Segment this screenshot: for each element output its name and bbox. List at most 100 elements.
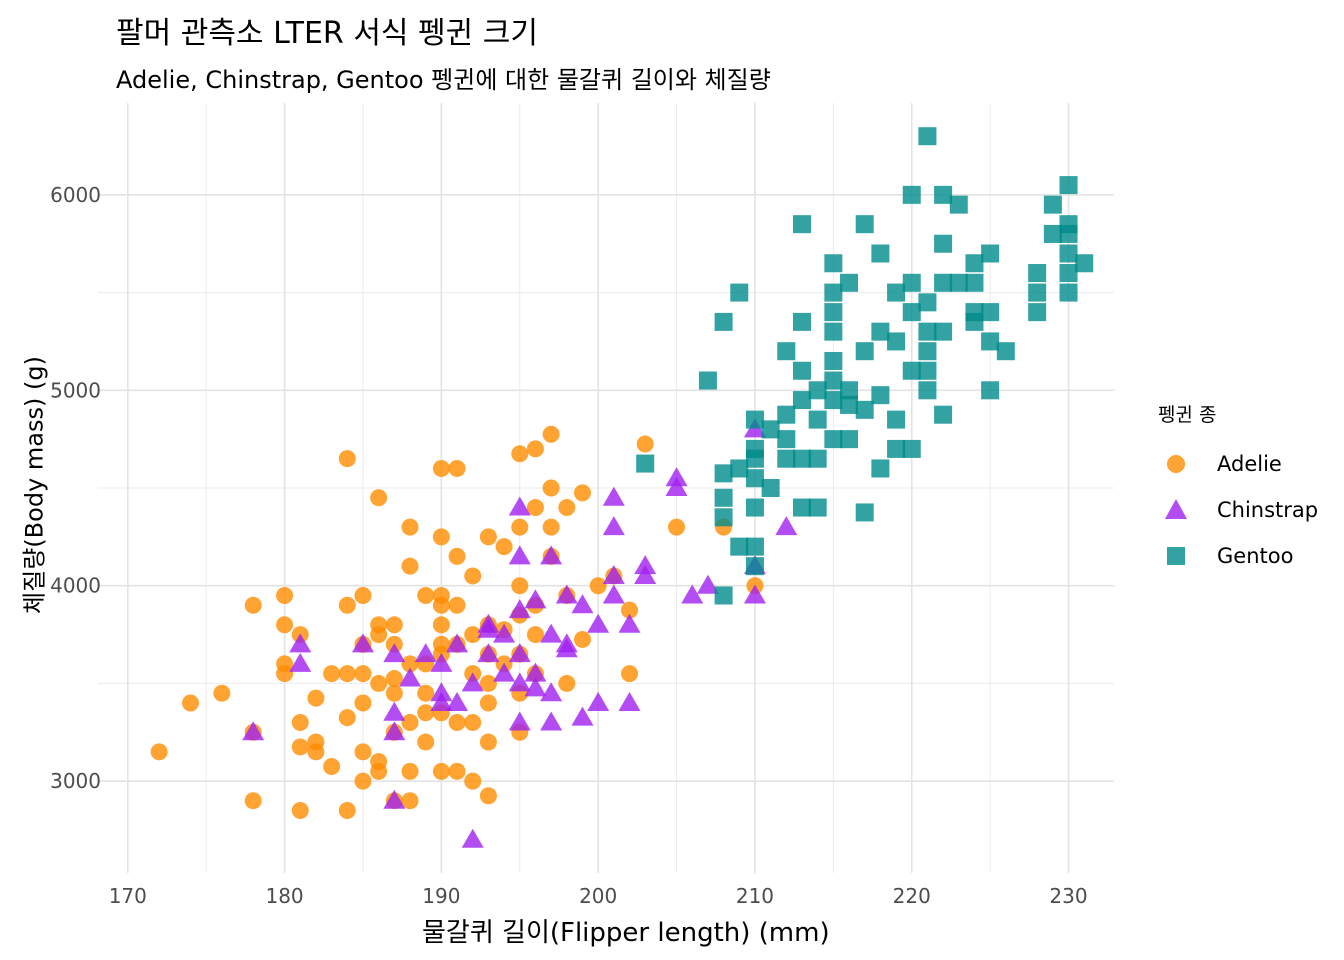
chart-subtitle: Adelie, Chinstrap, Gentoo 펭귄에 대한 물갈퀴 길이와… <box>116 66 771 94</box>
data-points <box>150 127 1094 848</box>
data-point-adelie <box>542 479 560 497</box>
y-tick-label: 6000 <box>50 183 101 207</box>
data-point-gentoo <box>714 586 733 605</box>
data-point-adelie <box>354 743 372 761</box>
data-point-chinstrap <box>602 584 625 604</box>
data-point-chinstrap <box>524 662 547 682</box>
x-tick-label: 200 <box>579 884 617 908</box>
data-point-gentoo <box>934 273 953 292</box>
data-point-gentoo <box>1043 224 1062 243</box>
data-point-gentoo <box>824 254 843 273</box>
data-point-gentoo <box>824 283 843 302</box>
data-point-chinstrap <box>493 623 516 643</box>
data-point-chinstrap <box>461 828 484 848</box>
data-point-chinstrap <box>665 477 688 496</box>
data-point-adelie <box>307 689 325 707</box>
data-point-chinstrap <box>508 545 531 565</box>
data-point-gentoo <box>808 449 827 468</box>
data-point-adelie <box>338 596 356 614</box>
y-axis-label: 체질량(Body mass) (g) <box>20 356 49 614</box>
data-point-chinstrap <box>524 589 547 609</box>
data-point-adelie <box>558 499 576 517</box>
data-point-adelie <box>448 459 466 477</box>
data-point-adelie <box>401 518 419 536</box>
data-point-gentoo <box>792 215 811 234</box>
x-axis-label: 물갈퀴 길이(Flipper length) (mm) <box>422 918 830 948</box>
data-point-gentoo <box>1059 224 1078 243</box>
data-point-gentoo <box>965 303 984 322</box>
data-point-adelie <box>464 567 482 585</box>
data-point-chinstrap <box>602 516 625 536</box>
data-point-gentoo <box>981 303 1000 322</box>
data-point-chinstrap <box>602 564 625 584</box>
data-point-adelie <box>417 704 435 722</box>
data-point-gentoo <box>1059 176 1078 195</box>
data-point-gentoo <box>808 410 827 429</box>
data-point-chinstrap <box>383 789 406 809</box>
data-point-gentoo <box>934 185 953 204</box>
data-point-gentoo <box>824 303 843 322</box>
data-point-adelie <box>291 801 309 819</box>
data-point-gentoo <box>981 381 1000 400</box>
data-point-gentoo <box>996 342 1015 361</box>
data-point-chinstrap <box>555 584 578 604</box>
data-point-chinstrap <box>540 682 563 702</box>
data-point-gentoo <box>777 342 796 361</box>
data-point-adelie <box>448 547 466 565</box>
data-point-adelie <box>354 665 372 683</box>
data-point-adelie <box>511 445 529 463</box>
legend-item-adelie: Adelie <box>1158 441 1318 487</box>
y-tick-label: 5000 <box>50 378 101 402</box>
data-point-gentoo <box>934 405 953 424</box>
data-point-gentoo <box>636 454 655 473</box>
data-point-gentoo <box>824 351 843 370</box>
data-point-chinstrap <box>242 721 265 741</box>
data-point-gentoo <box>808 381 827 400</box>
x-tick-label: 170 <box>109 884 147 908</box>
data-point-gentoo <box>745 557 764 576</box>
legend-label: Chinstrap <box>1217 498 1319 522</box>
data-point-adelie <box>417 733 435 751</box>
data-point-adelie <box>338 665 356 683</box>
data-point-adelie <box>573 630 591 648</box>
legend-item-chinstrap: Chinstrap <box>1158 487 1318 533</box>
data-point-gentoo <box>824 371 843 390</box>
data-point-adelie <box>291 714 309 732</box>
data-point-gentoo <box>918 361 937 380</box>
data-point-gentoo <box>855 215 874 234</box>
data-point-chinstrap <box>743 584 766 604</box>
data-point-chinstrap <box>446 633 469 653</box>
data-point-gentoo <box>887 332 906 351</box>
data-point-chinstrap <box>351 633 374 653</box>
data-point-chinstrap <box>587 691 610 711</box>
data-point-gentoo <box>855 503 874 522</box>
data-point-chinstrap <box>446 691 469 711</box>
data-point-chinstrap <box>618 691 641 711</box>
data-point-adelie <box>244 596 262 614</box>
data-point-gentoo <box>855 342 874 361</box>
data-point-gentoo <box>949 195 968 214</box>
data-point-adelie <box>432 596 450 614</box>
data-point-adelie <box>182 694 200 712</box>
data-point-gentoo <box>730 537 749 556</box>
data-point-gentoo <box>714 488 733 507</box>
data-point-gentoo <box>871 244 890 263</box>
series-gentoo <box>636 127 1094 605</box>
data-point-adelie <box>417 684 435 702</box>
data-point-gentoo <box>965 273 984 292</box>
data-point-adelie <box>432 762 450 780</box>
data-point-gentoo <box>714 464 733 483</box>
data-point-gentoo <box>1028 283 1047 302</box>
series-chinstrap <box>242 418 798 848</box>
data-point-gentoo <box>745 469 764 488</box>
data-point-adelie <box>668 518 686 536</box>
data-point-chinstrap <box>775 516 798 536</box>
data-point-gentoo <box>777 449 796 468</box>
data-point-gentoo <box>792 361 811 380</box>
data-point-chinstrap <box>696 574 719 594</box>
data-point-gentoo <box>918 322 937 341</box>
data-point-chinstrap <box>665 467 688 487</box>
data-point-adelie <box>479 787 497 805</box>
data-point-chinstrap <box>508 599 531 619</box>
data-point-adelie <box>323 757 341 775</box>
